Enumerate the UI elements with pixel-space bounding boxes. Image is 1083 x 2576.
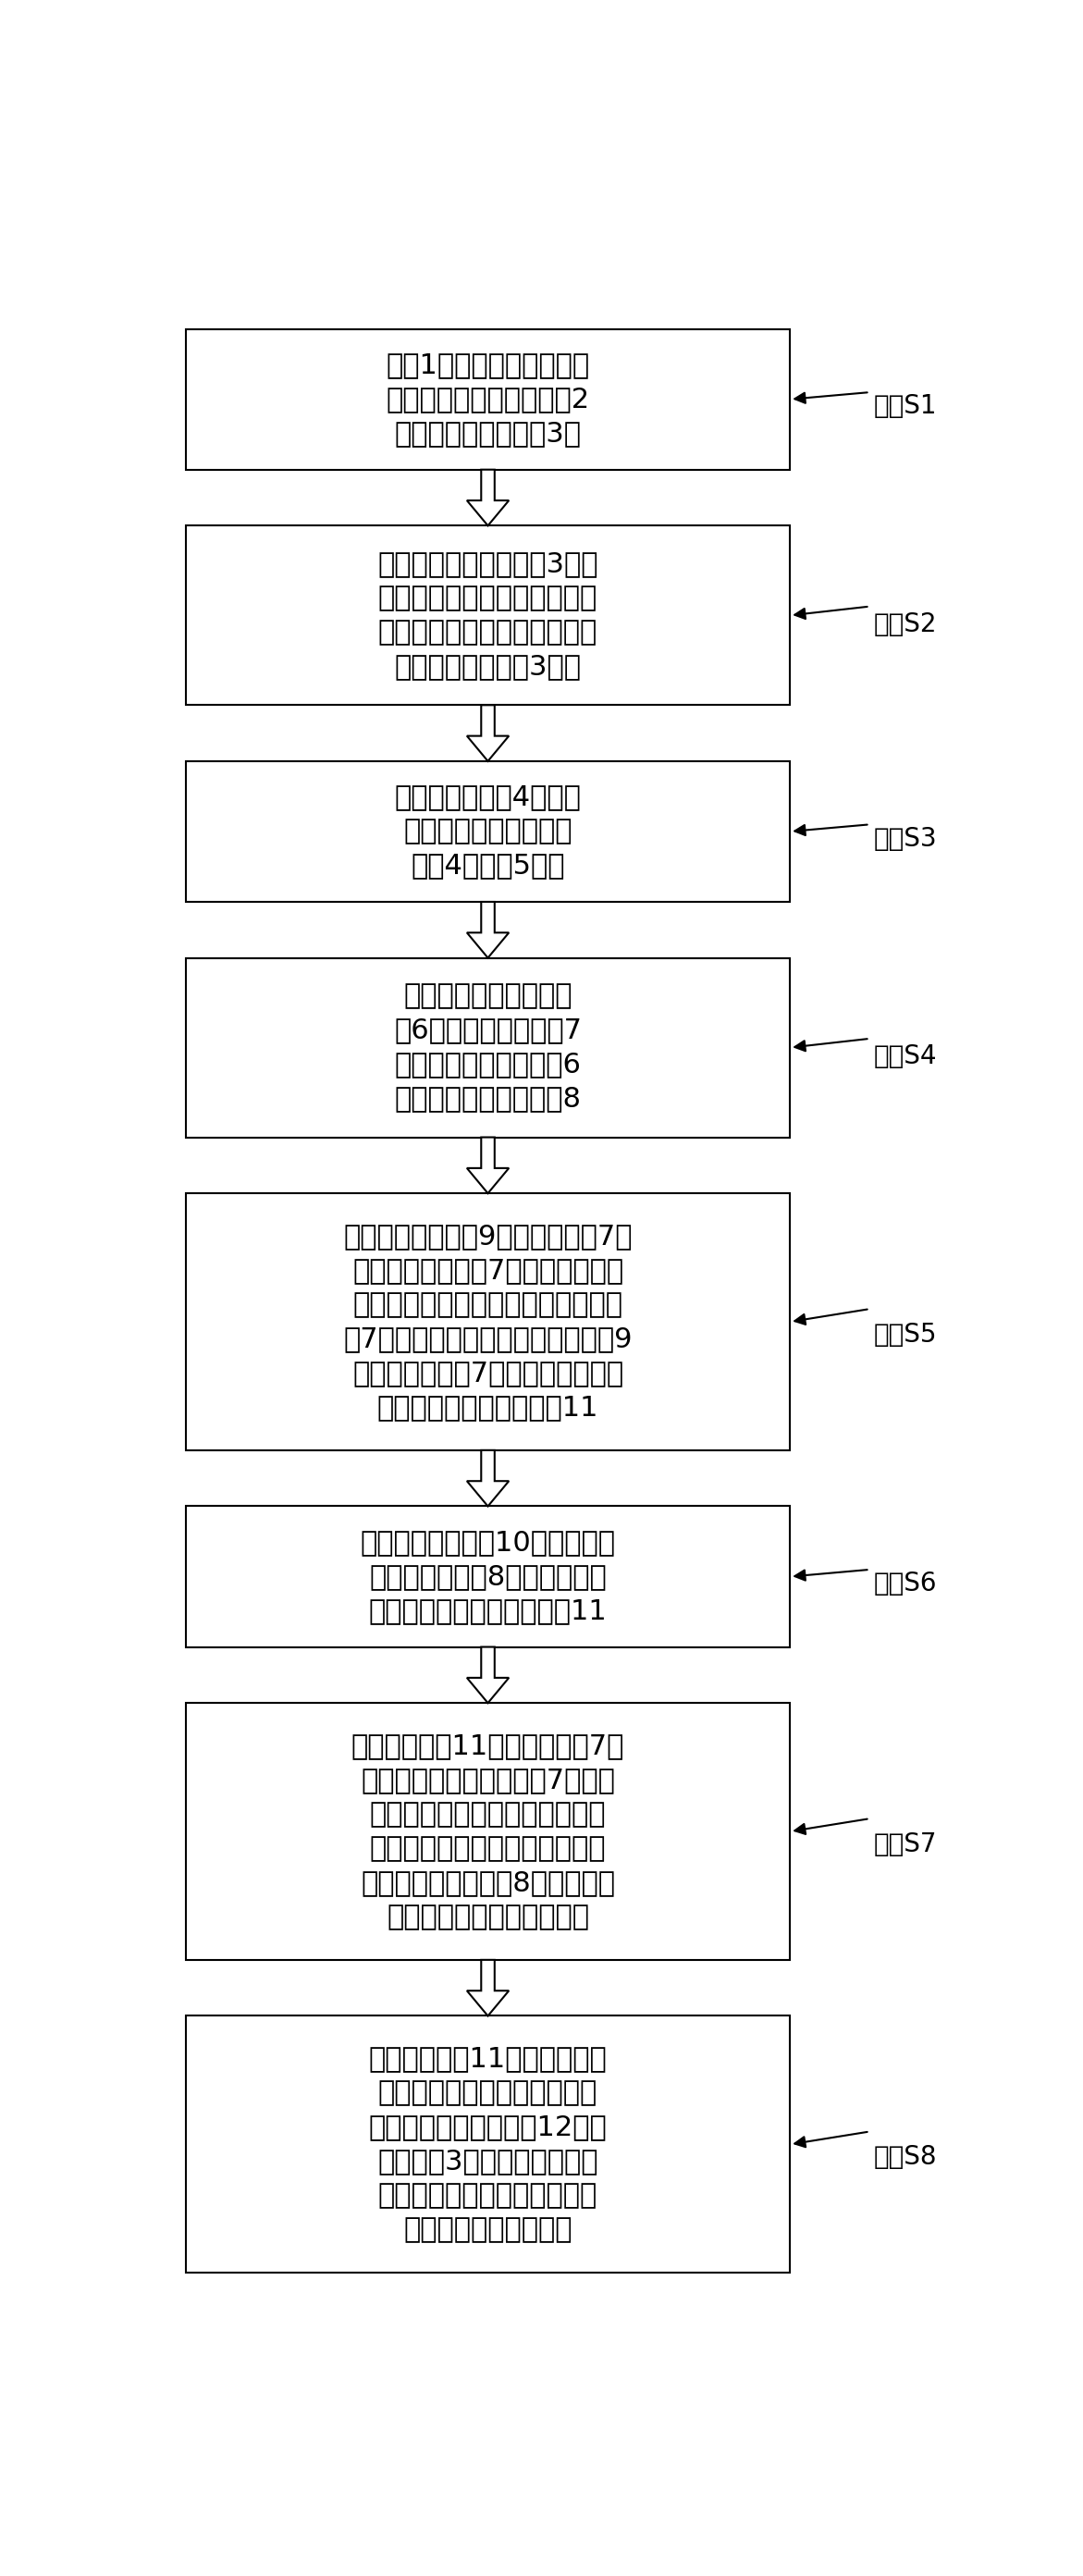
Text: 白光相机控制模块9根据白光相机7的
图像计算白光相机7的曝光参数，并
生成控制指令，将指令传输到白光相
机7控制其曝光，白光相机控制模块9
同时将白光相机7的曝: 白光相机控制模块9根据白光相机7的 图像计算白光相机7的曝光参数，并 生成控制指… — [343, 1224, 632, 1422]
Polygon shape — [467, 1450, 509, 1507]
Text: 步骤S2: 步骤S2 — [874, 611, 937, 636]
Bar — [186, 1507, 791, 1646]
Text: 荧光相机控制模块10根据荧光信
号控制荧光相机8曝光，并将荧
光图像传输到图像处理模块11: 荧光相机控制模块10根据荧光信 号控制荧光相机8曝光，并将荧 光图像传输到图像处… — [361, 1530, 615, 1625]
Text: 步骤S8: 步骤S8 — [874, 2143, 937, 2169]
Text: 可见光透过二向色分光
镜6，成像于白光相机7
；荧光由二向色分光镜6
反射，成像于荧光相机8: 可见光透过二向色分光 镜6，成像于白光相机7 ；荧光由二向色分光镜6 反射，成像… — [394, 984, 582, 1113]
Bar — [186, 2017, 791, 2272]
Text: 步骤S6: 步骤S6 — [874, 1571, 937, 1597]
Polygon shape — [467, 1646, 509, 1703]
Bar — [186, 958, 791, 1136]
Text: 光源1发出激发光和白光，
激发光和白光通过导光束2
传输并耦合到内窥镜3中: 光源1发出激发光和白光， 激发光和白光通过导光束2 传输并耦合到内窥镜3中 — [387, 350, 589, 448]
Bar — [186, 1703, 791, 1960]
Text: 图像处理模块11将白光图像和
进行补偿处理后的荧光图像信
号输出至终端显示模块12，使
得内窥镜3在距离被观察组织
的不同工作距离下，输出图像
的荧光亮度值保持: 图像处理模块11将白光图像和 进行补偿处理后的荧光图像信 号输出至终端显示模块1… — [368, 2045, 608, 2244]
Bar — [186, 330, 791, 469]
Text: 步骤S5: 步骤S5 — [874, 1321, 937, 1347]
Polygon shape — [467, 1136, 509, 1193]
Text: 步骤S3: 步骤S3 — [874, 824, 938, 853]
Text: 激发光被滤波片4过滤掉
，荧光和可见光透过滤
波片4由镜头5聚焦: 激发光被滤波片4过滤掉 ，荧光和可见光透过滤 波片4由镜头5聚焦 — [394, 783, 582, 878]
Polygon shape — [467, 469, 509, 526]
Polygon shape — [467, 706, 509, 760]
Polygon shape — [467, 902, 509, 958]
Text: 步骤S4: 步骤S4 — [874, 1043, 937, 1069]
Bar — [186, 1193, 791, 1450]
Text: 白光和激发光从内窥镜3前端
出射并到达被观察组织，由被
观察组织反射的激发光、可见
光和荧光由内窥镜3收集: 白光和激发光从内窥镜3前端 出射并到达被观察组织，由被 观察组织反射的激发光、可… — [378, 551, 598, 680]
Bar — [186, 760, 791, 902]
Text: 图像处理模块11接收白光相机7的
曝光参数，根据白光相机7的曝光
参数和荧光图像处理参数的相关
关系进行换算，并依据荧光图像
处理参数对荧光相机8传输过来的
荧: 图像处理模块11接收白光相机7的 曝光参数，根据白光相机7的曝光 参数和荧光图像… — [351, 1731, 625, 1929]
Text: 步骤S7: 步骤S7 — [874, 1832, 937, 1857]
Text: 步骤S1: 步骤S1 — [874, 394, 937, 420]
Polygon shape — [467, 1960, 509, 2017]
Bar — [186, 526, 791, 706]
